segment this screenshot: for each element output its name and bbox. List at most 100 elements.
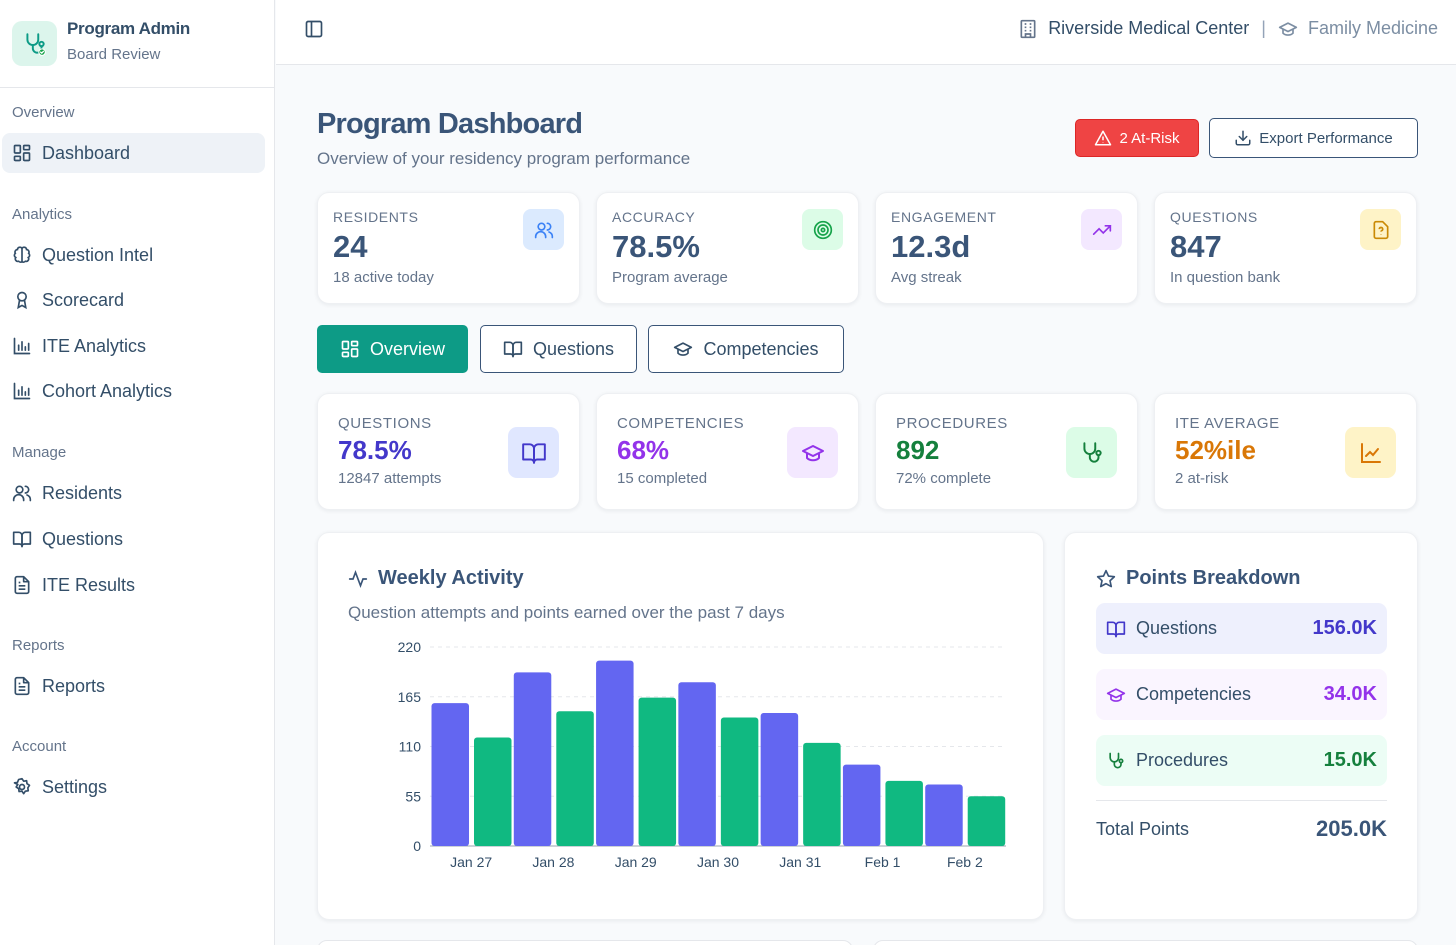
sidebar-item-residents[interactable]: Residents bbox=[2, 473, 265, 513]
weekly-activity-panel: Weekly Activity Question attempts and po… bbox=[317, 532, 1044, 920]
nav-section-manage: Manage bbox=[12, 444, 67, 461]
sidebar-item-label: Reports bbox=[42, 675, 106, 696]
gear-icon bbox=[12, 777, 32, 797]
y-tick-label: 165 bbox=[398, 689, 422, 705]
stethoscope-icon bbox=[12, 21, 57, 66]
file-question-icon bbox=[1360, 209, 1401, 250]
stat-sub: In question bank bbox=[1170, 269, 1281, 286]
points-breakdown-title: Points Breakdown bbox=[1096, 567, 1300, 590]
hospital-name: Riverside Medical Center bbox=[1048, 18, 1250, 38]
nav-section-analytics: Analytics bbox=[12, 206, 73, 223]
metric-value: 52%ile bbox=[1175, 435, 1256, 465]
stat-card-accuracy: ACCURACY 78.5% Program average bbox=[596, 192, 859, 304]
stat-card-questions: QUESTIONS 847 In question bank bbox=[1154, 192, 1417, 304]
points-divider bbox=[1096, 800, 1387, 801]
x-tick-label: Feb 1 bbox=[865, 854, 901, 870]
stat-value: 78.5% bbox=[612, 229, 700, 264]
points-row-value: 34.0K bbox=[1323, 683, 1377, 705]
download-icon bbox=[1234, 129, 1259, 147]
sidebar-item-dashboard[interactable]: Dashboard bbox=[2, 133, 265, 173]
sidebar-item-label: Scorecard bbox=[42, 289, 125, 310]
stat-label: RESIDENTS bbox=[333, 209, 419, 225]
points-row-procedures: Procedures 15.0K bbox=[1096, 735, 1387, 786]
tab-questions[interactable]: Questions bbox=[480, 325, 637, 373]
sidebar-item-cohort-analytics[interactable]: Cohort Analytics bbox=[2, 371, 265, 411]
alert-triangle-icon bbox=[1094, 129, 1119, 147]
layout-grid-icon bbox=[340, 339, 370, 359]
bottom-card-right bbox=[873, 940, 1418, 945]
weekly-activity-title-text: Weekly Activity bbox=[378, 567, 524, 589]
target-icon bbox=[802, 209, 843, 250]
metric-label: PROCEDURES bbox=[896, 415, 1008, 432]
sidebar-item-questions[interactable]: Questions bbox=[2, 519, 265, 559]
bar-attempts bbox=[925, 784, 963, 846]
brand-subtitle: Board Review bbox=[67, 45, 161, 63]
sidebar-item-question-intel[interactable]: Question Intel bbox=[2, 235, 265, 275]
nav-section-reports: Reports bbox=[12, 637, 65, 654]
points-breakdown-panel: Points Breakdown Questions 156.0K Compet… bbox=[1064, 532, 1418, 920]
bar-points bbox=[885, 780, 923, 846]
brand[interactable]: Program Admin Board Review bbox=[0, 0, 274, 88]
points-row-competencies: Competencies 34.0K bbox=[1096, 669, 1387, 720]
bar-points bbox=[967, 796, 1006, 846]
metric-sub: 12847 attempts bbox=[338, 470, 442, 487]
sidebar-toggle-icon[interactable] bbox=[304, 19, 324, 39]
book-open-icon bbox=[12, 529, 32, 549]
users-icon bbox=[523, 209, 564, 250]
star-icon bbox=[1096, 569, 1126, 589]
x-tick-label: Jan 27 bbox=[450, 854, 492, 870]
tab-overview[interactable]: Overview bbox=[317, 325, 468, 373]
y-tick-label: 110 bbox=[399, 739, 422, 755]
bar-chart-icon bbox=[12, 336, 32, 356]
sidebar-item-settings[interactable]: Settings bbox=[2, 767, 265, 807]
tab-competencies[interactable]: Competencies bbox=[648, 325, 844, 373]
stat-card-residents: RESIDENTS 24 18 active today bbox=[317, 192, 580, 304]
bar-attempts bbox=[842, 764, 881, 846]
tab-label: Competencies bbox=[703, 338, 819, 359]
metric-sub: 2 at-risk bbox=[1175, 470, 1229, 487]
file-text-icon bbox=[12, 575, 32, 595]
bar-points bbox=[556, 711, 594, 846]
bar-attempts bbox=[760, 713, 799, 846]
file-text-icon bbox=[12, 676, 32, 696]
metric-sub: 15 completed bbox=[617, 470, 708, 487]
stat-sub: Avg streak bbox=[891, 269, 962, 286]
graduation-cap-icon bbox=[1278, 19, 1298, 39]
brand-title: Program Admin bbox=[67, 18, 190, 38]
export-performance-button[interactable]: Export Performance bbox=[1209, 118, 1418, 158]
metric-card-questions: QUESTIONS 78.5% 12847 attempts bbox=[317, 393, 580, 510]
at-risk-button[interactable]: 2 At-Risk bbox=[1075, 119, 1199, 157]
stethoscope-icon bbox=[1066, 427, 1117, 478]
sidebar-item-label: Questions bbox=[42, 528, 124, 549]
stat-value: 24 bbox=[333, 229, 368, 264]
stat-value: 12.3d bbox=[891, 229, 971, 264]
x-tick-label: Jan 28 bbox=[532, 854, 574, 870]
export-label: Export Performance bbox=[1259, 129, 1393, 147]
weekly-activity-subtitle: Question attempts and points earned over… bbox=[348, 603, 785, 622]
bar-points bbox=[638, 697, 677, 846]
metric-label: ITE AVERAGE bbox=[1175, 415, 1280, 432]
sidebar-item-ite-results[interactable]: ITE Results bbox=[2, 565, 265, 605]
sidebar-item-reports[interactable]: Reports bbox=[2, 666, 265, 706]
building-icon bbox=[1018, 19, 1038, 39]
users-icon bbox=[12, 483, 32, 503]
weekly-activity-title: Weekly Activity bbox=[348, 567, 524, 590]
tab-label: Overview bbox=[369, 338, 445, 359]
sidebar-item-ite-analytics[interactable]: ITE Analytics bbox=[2, 326, 265, 366]
sidebar-item-label: Question Intel bbox=[42, 244, 154, 265]
sidebar-item-label: Dashboard bbox=[42, 142, 131, 163]
bar-attempts bbox=[431, 703, 469, 846]
points-row-value: 156.0K bbox=[1312, 617, 1378, 639]
graduation-cap-icon bbox=[787, 427, 838, 478]
bottom-card-left bbox=[317, 940, 853, 945]
points-breakdown-title-text: Points Breakdown bbox=[1126, 567, 1301, 589]
page-title: Program Dashboard bbox=[317, 108, 583, 140]
points-row-questions: Questions 156.0K bbox=[1096, 603, 1387, 654]
nav-section-overview: Overview bbox=[12, 104, 75, 121]
metric-card-procedures: PROCEDURES 892 72% complete bbox=[875, 393, 1138, 510]
sidebar-item-scorecard[interactable]: Scorecard bbox=[2, 280, 265, 320]
bar-points bbox=[474, 737, 512, 846]
at-risk-label: 2 At-Risk bbox=[1119, 129, 1180, 147]
stat-label: QUESTIONS bbox=[1170, 209, 1258, 225]
stat-label: ACCURACY bbox=[612, 209, 696, 225]
